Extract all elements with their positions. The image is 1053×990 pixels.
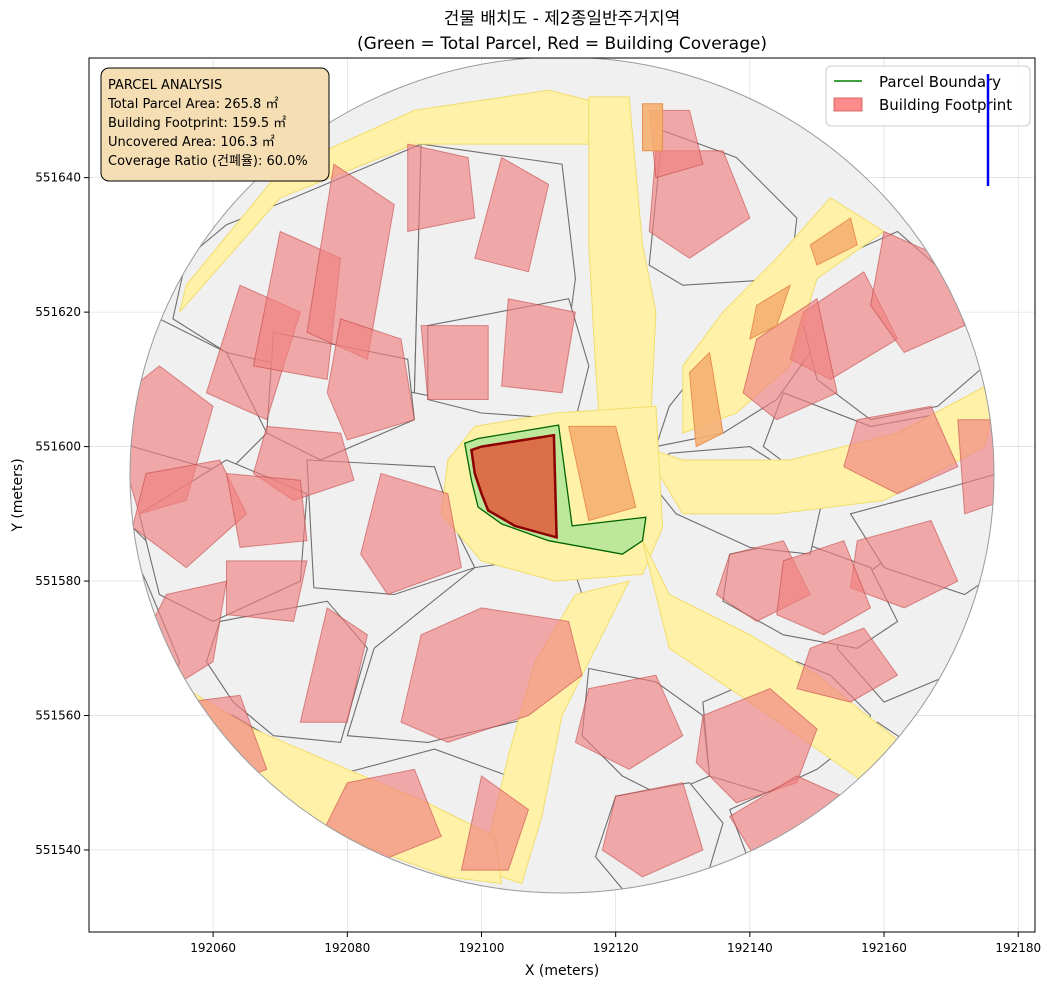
info-heading: PARCEL ANALYSIS xyxy=(108,78,222,93)
legend-building-swatch xyxy=(833,97,863,112)
x-tick-label: 192160 xyxy=(861,941,907,955)
building-footprint[interactable] xyxy=(957,419,1005,515)
building-footprint[interactable] xyxy=(776,540,872,636)
info-line-footprint: Building Footprint: 159.5 ㎡ xyxy=(108,116,286,131)
building-footprint[interactable] xyxy=(843,405,959,495)
info-line-uncovered: Uncovered Area: 106.3 ㎡ xyxy=(108,135,275,150)
y-tick-label: 551540 xyxy=(35,843,81,857)
info-line-total-area: Total Parcel Area: 265.8 ㎡ xyxy=(107,97,278,112)
building-footprint[interactable] xyxy=(225,472,308,548)
building-footprint[interactable] xyxy=(501,298,576,394)
x-axis-label: X (meters) xyxy=(525,963,599,979)
building-footprint-on-road[interactable] xyxy=(749,284,792,340)
building-footprint[interactable] xyxy=(226,560,308,622)
y-tick-label: 551580 xyxy=(35,574,81,588)
building-footprint[interactable] xyxy=(648,150,751,259)
building-footprint[interactable] xyxy=(360,472,462,596)
y-tick-label: 551620 xyxy=(35,305,81,319)
y-tick-label: 551560 xyxy=(35,709,81,723)
target-building-footprint[interactable] xyxy=(470,433,558,540)
y-tick-label: 551600 xyxy=(35,440,81,454)
building-footprint[interactable] xyxy=(796,627,899,703)
building-footprint-on-road[interactable] xyxy=(642,103,664,152)
building-footprint[interactable] xyxy=(474,156,550,273)
building-footprint[interactable] xyxy=(326,318,415,441)
building-footprint[interactable] xyxy=(299,607,368,723)
plot-frame xyxy=(88,57,1036,933)
building-footprint[interactable] xyxy=(601,782,704,878)
legend-frame xyxy=(825,65,1031,127)
building-footprint[interactable] xyxy=(407,143,476,233)
legend-parcel-label: Parcel Boundary xyxy=(879,73,1001,91)
legend-building-label: Building Footprint xyxy=(879,96,1012,114)
x-tick-label: 192120 xyxy=(593,941,639,955)
x-tick-label: 192180 xyxy=(995,941,1041,955)
legend: Parcel Boundary Building Footprint xyxy=(825,65,1031,127)
building-footprint[interactable] xyxy=(400,607,583,743)
building-footprint[interactable] xyxy=(420,325,489,400)
x-axis-ticks: 192060 192080 192100 192120 192140 192160 1921… xyxy=(190,932,1041,955)
x-tick-label: 192100 xyxy=(459,941,505,955)
x-tick-label: 192060 xyxy=(190,941,236,955)
parcel-analysis-box: PARCEL ANALYSIS Total Parcel Area: 265.8… xyxy=(100,67,330,182)
info-box-background xyxy=(100,67,330,182)
x-tick-label: 192080 xyxy=(324,941,370,955)
y-axis-label: Y (meters) xyxy=(10,458,26,532)
y-tick-label: 551640 xyxy=(35,171,81,185)
x-tick-label: 192140 xyxy=(727,941,773,955)
y-axis-ticks: 551540 551560 551580 551600 551620 551640 xyxy=(35,171,89,857)
building-footprint-on-road[interactable] xyxy=(809,217,858,266)
building-footprint[interactable] xyxy=(460,775,530,871)
building-footprint-on-road[interactable] xyxy=(568,425,637,522)
building-footprint[interactable] xyxy=(574,674,684,770)
building-footprint[interactable] xyxy=(742,297,838,421)
map-extent-outline xyxy=(129,58,995,894)
map-title: 건물 배치도 - 제2종일반주거지역 xyxy=(444,9,680,29)
building-footprint[interactable] xyxy=(132,459,248,569)
map-subtitle: (Green = Total Parcel, Red = Building Co… xyxy=(357,34,767,54)
building-footprint-on-road[interactable] xyxy=(688,351,724,448)
info-line-coverage: Coverage Ratio (건폐율): 60.0% xyxy=(108,154,308,169)
